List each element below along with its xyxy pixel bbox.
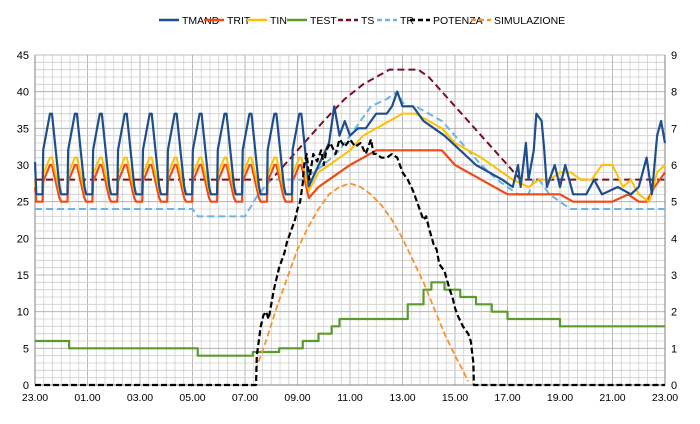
- legend-label-tr: TR: [400, 15, 414, 27]
- x-tick-label: 09.00: [284, 392, 310, 404]
- grid: [34, 54, 666, 386]
- y-right-tick-label: 7: [671, 123, 677, 135]
- y-left-tick-label: 35: [17, 123, 29, 135]
- legend-label-test: TEST: [310, 15, 337, 27]
- series-line-simulazione: [254, 182, 469, 382]
- y-right-tick-label: 5: [671, 197, 677, 209]
- x-tick-label: 21.00: [599, 392, 625, 404]
- legend-label-trit: TRIT: [227, 15, 251, 27]
- series-line-test: [35, 281, 665, 357]
- legend-label-simulazione: SIMULAZIONE: [494, 15, 565, 27]
- series-line-ts: [35, 68, 665, 181]
- legend-label-tmand: TMAND: [182, 15, 220, 27]
- series-line-tmand: [33, 90, 667, 196]
- y-right-tick-label: 9: [671, 50, 677, 62]
- x-tick-label: 23.00: [652, 392, 678, 404]
- legend-label-ts: TS: [361, 15, 374, 27]
- x-tick-label: 03.00: [127, 392, 153, 404]
- y-left-tick-label: 10: [17, 307, 29, 319]
- y-left-tick-label: 45: [17, 50, 29, 62]
- y-right-tick-label: 0: [671, 380, 677, 392]
- x-tick-label: 05.00: [179, 392, 205, 404]
- x-tick-label: 17.00: [494, 392, 520, 404]
- y-left-tick-label: 5: [23, 343, 29, 355]
- y-left-tick-label: 0: [23, 380, 29, 392]
- legend-label-tin: TIN: [270, 15, 287, 27]
- y-right-tick-label: 6: [671, 160, 677, 172]
- x-tick-label: 07.00: [232, 392, 258, 404]
- x-tick-label: 13.00: [389, 392, 415, 404]
- plot-area: [33, 68, 667, 387]
- y-left-tick-label: 20: [17, 233, 29, 245]
- y-left-tick-label: 30: [17, 160, 29, 172]
- y-left-tick-label: 25: [17, 197, 29, 209]
- x-tick-label: 15.00: [442, 392, 468, 404]
- y-right-tick-label: 1: [671, 343, 677, 355]
- x-tick-label: 11.00: [337, 392, 363, 404]
- x-tick-label: 23.00: [22, 392, 48, 404]
- legend-label-potenza: POTENZA: [433, 15, 483, 27]
- y-right-tick-label: 2: [671, 307, 677, 319]
- series-line-potenza: [35, 138, 665, 387]
- y-right-tick-label: 3: [671, 270, 677, 282]
- x-tick-label: 01.00: [74, 392, 100, 404]
- y-left-tick-label: 15: [17, 270, 29, 282]
- y-right-tick-label: 4: [671, 233, 677, 245]
- y-left-tick-label: 40: [17, 87, 29, 99]
- legend: TMAND TRIT TIN TEST TS TR POTENZA SIMULAZIONE: [159, 15, 565, 27]
- y-right-tick-label: 8: [671, 87, 677, 99]
- x-tick-label: 19.00: [547, 392, 573, 404]
